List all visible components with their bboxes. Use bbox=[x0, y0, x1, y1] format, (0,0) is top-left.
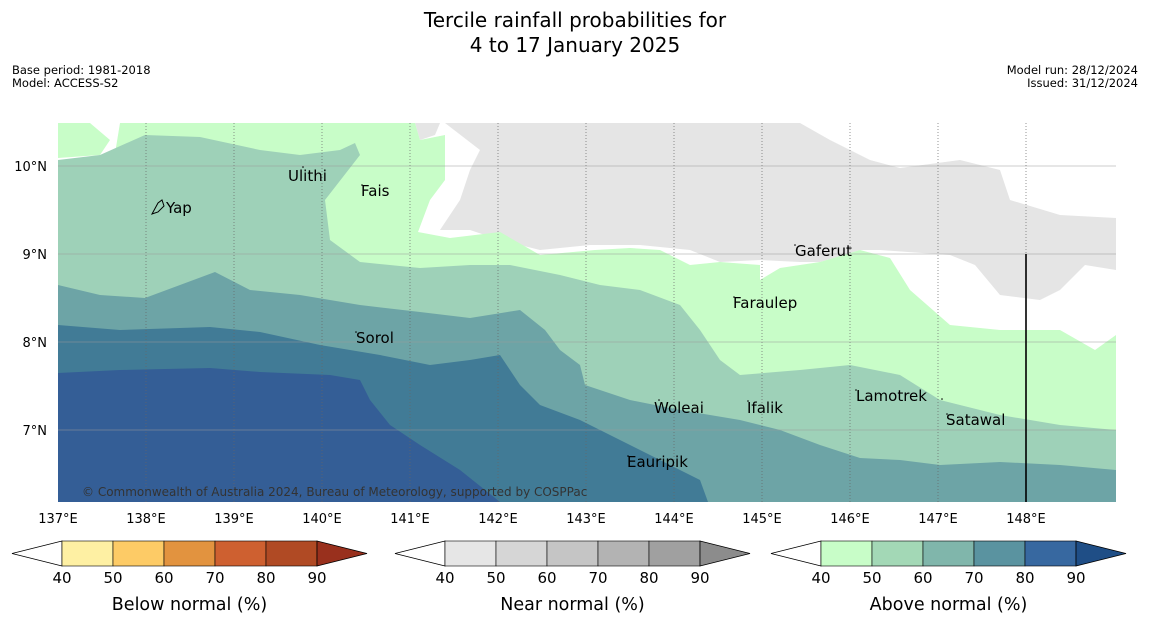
title-line-2: 4 to 17 January 2025 bbox=[469, 33, 681, 57]
model-run: Model run: 28/12/2024 bbox=[1006, 63, 1138, 77]
place-yap: Yap bbox=[165, 199, 192, 217]
above-normal-segment-1 bbox=[820, 540, 873, 567]
title-line-1: Tercile rainfall probabilities for bbox=[423, 8, 727, 32]
below-normal-tick-40: 40 bbox=[52, 569, 71, 587]
model-name: Model: ACCESS-S2 bbox=[12, 76, 119, 90]
lon-label-142: 142°E bbox=[478, 512, 518, 527]
lon-label-148: 148°E bbox=[1006, 512, 1046, 527]
above-normal-tick-80: 80 bbox=[1015, 569, 1034, 587]
lon-label-147: 147°E bbox=[918, 512, 958, 527]
copyright-notice: © Commonwealth of Australia 2024, Bureau… bbox=[82, 485, 587, 499]
below-normal-label: Below normal (%) bbox=[112, 595, 267, 615]
base-period-info: Base period: 1981-2018 Model: ACCESS-S2 bbox=[12, 64, 151, 90]
model-run-info: Model run: 28/12/2024 Issued: 31/12/2024 bbox=[1007, 64, 1138, 90]
issued-date: Issued: 31/12/2024 bbox=[1027, 76, 1138, 90]
below-normal-segment-2 bbox=[112, 540, 165, 567]
above-normal-segment-3 bbox=[922, 540, 975, 567]
place-fais: Fais bbox=[361, 182, 390, 200]
lon-label-144: 144°E bbox=[654, 512, 694, 527]
above-normal-tick-40: 40 bbox=[811, 569, 830, 587]
lon-label-141: 141°E bbox=[390, 512, 430, 527]
lat-label-8: 8°N bbox=[23, 336, 48, 351]
near-normal-tick-70: 70 bbox=[588, 569, 607, 587]
place-lamotrek: Lamotrek bbox=[856, 387, 927, 405]
above-normal-segment-5 bbox=[1024, 540, 1077, 567]
lon-label-140: 140°E bbox=[302, 512, 342, 527]
above-normal-high-extension bbox=[1075, 540, 1127, 567]
lat-label-9: 9°N bbox=[23, 248, 48, 263]
near-normal-tick-80: 80 bbox=[639, 569, 658, 587]
grid-lines bbox=[58, 123, 1116, 502]
above-normal-label: Above normal (%) bbox=[870, 595, 1028, 615]
lat-label-7: 7°N bbox=[23, 424, 48, 439]
place-ifalik: Ifalik bbox=[747, 399, 783, 417]
below-normal-tick-50: 50 bbox=[103, 569, 122, 587]
place-gaferut: Gaferut bbox=[795, 242, 852, 260]
above-normal-tick-60: 60 bbox=[913, 569, 932, 587]
lon-label-137: 137°E bbox=[38, 512, 78, 527]
below-normal-segment-3 bbox=[163, 540, 216, 567]
base-period: Base period: 1981-2018 bbox=[12, 63, 151, 77]
lon-label-143: 143°E bbox=[566, 512, 606, 527]
below-normal-low-extension bbox=[11, 540, 63, 567]
near-normal-segment-4 bbox=[597, 540, 650, 567]
below-normal-tick-60: 60 bbox=[154, 569, 173, 587]
below-normal-tick-90: 90 bbox=[307, 569, 326, 587]
near-normal-tick-60: 60 bbox=[537, 569, 556, 587]
place-faraulep: Faraulep bbox=[733, 294, 797, 312]
place-satawal: Satawal bbox=[946, 411, 1005, 429]
near-normal-low-extension bbox=[394, 540, 446, 567]
yap-island-outline bbox=[150, 199, 165, 215]
below-normal-high-extension bbox=[316, 540, 368, 567]
near-normal-segment-1 bbox=[444, 540, 497, 567]
colorbar-above-normal: 40 50 60 70 80 90 Above normal (%) bbox=[770, 540, 1127, 615]
above-normal-tick-50: 50 bbox=[862, 569, 881, 587]
above-90-region bbox=[58, 368, 500, 502]
lon-label-139: 139°E bbox=[214, 512, 254, 527]
place-ulithi: Ulithi bbox=[288, 167, 327, 185]
below-normal-segment-1 bbox=[61, 540, 114, 567]
near-normal-patch-2 bbox=[540, 125, 600, 140]
longitude-labels: 137°E 138°E 139°E 140°E 141°E 142°E 143°… bbox=[38, 512, 1046, 527]
below-normal-tick-80: 80 bbox=[256, 569, 275, 587]
colorbar-below-normal: 40 50 60 70 80 90 Below normal (%) bbox=[11, 540, 368, 615]
island-dots bbox=[302, 166, 948, 457]
lon-label-145: 145°E bbox=[742, 512, 782, 527]
place-woleai: Woleai bbox=[654, 399, 704, 417]
near-normal-region bbox=[440, 123, 1116, 300]
map-title: Tercile rainfall probabilities for 4 to … bbox=[0, 8, 1150, 58]
near-normal-label: Near normal (%) bbox=[500, 595, 645, 615]
lon-label-146: 146°E bbox=[830, 512, 870, 527]
colorbar-near-normal: 40 50 60 70 80 90 Near normal (%) bbox=[394, 540, 751, 615]
above-normal-tick-70: 70 bbox=[964, 569, 983, 587]
near-normal-patch bbox=[415, 123, 440, 140]
place-sorol: Sorol bbox=[356, 329, 394, 347]
near-normal-tick-40: 40 bbox=[435, 569, 454, 587]
near-normal-segment-3 bbox=[546, 540, 599, 567]
below-normal-segment-5 bbox=[265, 540, 318, 567]
near-normal-high-extension bbox=[699, 540, 751, 567]
place-eauripik: Eauripik bbox=[627, 453, 688, 471]
lon-label-138: 138°E bbox=[126, 512, 166, 527]
above-normal-segment-4 bbox=[973, 540, 1026, 567]
above-normal-segment-2 bbox=[871, 540, 924, 567]
below-normal-tick-70: 70 bbox=[205, 569, 224, 587]
probability-map: Yap Ulithi Fais Gaferut Faraulep Sorol W… bbox=[58, 123, 1116, 502]
near-normal-segment-5 bbox=[648, 540, 701, 567]
above-normal-low-extension bbox=[770, 540, 822, 567]
near-normal-tick-50: 50 bbox=[486, 569, 505, 587]
near-normal-tick-90: 90 bbox=[690, 569, 709, 587]
near-normal-segment-2 bbox=[495, 540, 548, 567]
below-normal-segment-4 bbox=[214, 540, 267, 567]
latitude-labels: 10°N 9°N 8°N 7°N bbox=[14, 160, 47, 439]
lat-label-10: 10°N bbox=[14, 160, 47, 175]
above-normal-tick-90: 90 bbox=[1066, 569, 1085, 587]
